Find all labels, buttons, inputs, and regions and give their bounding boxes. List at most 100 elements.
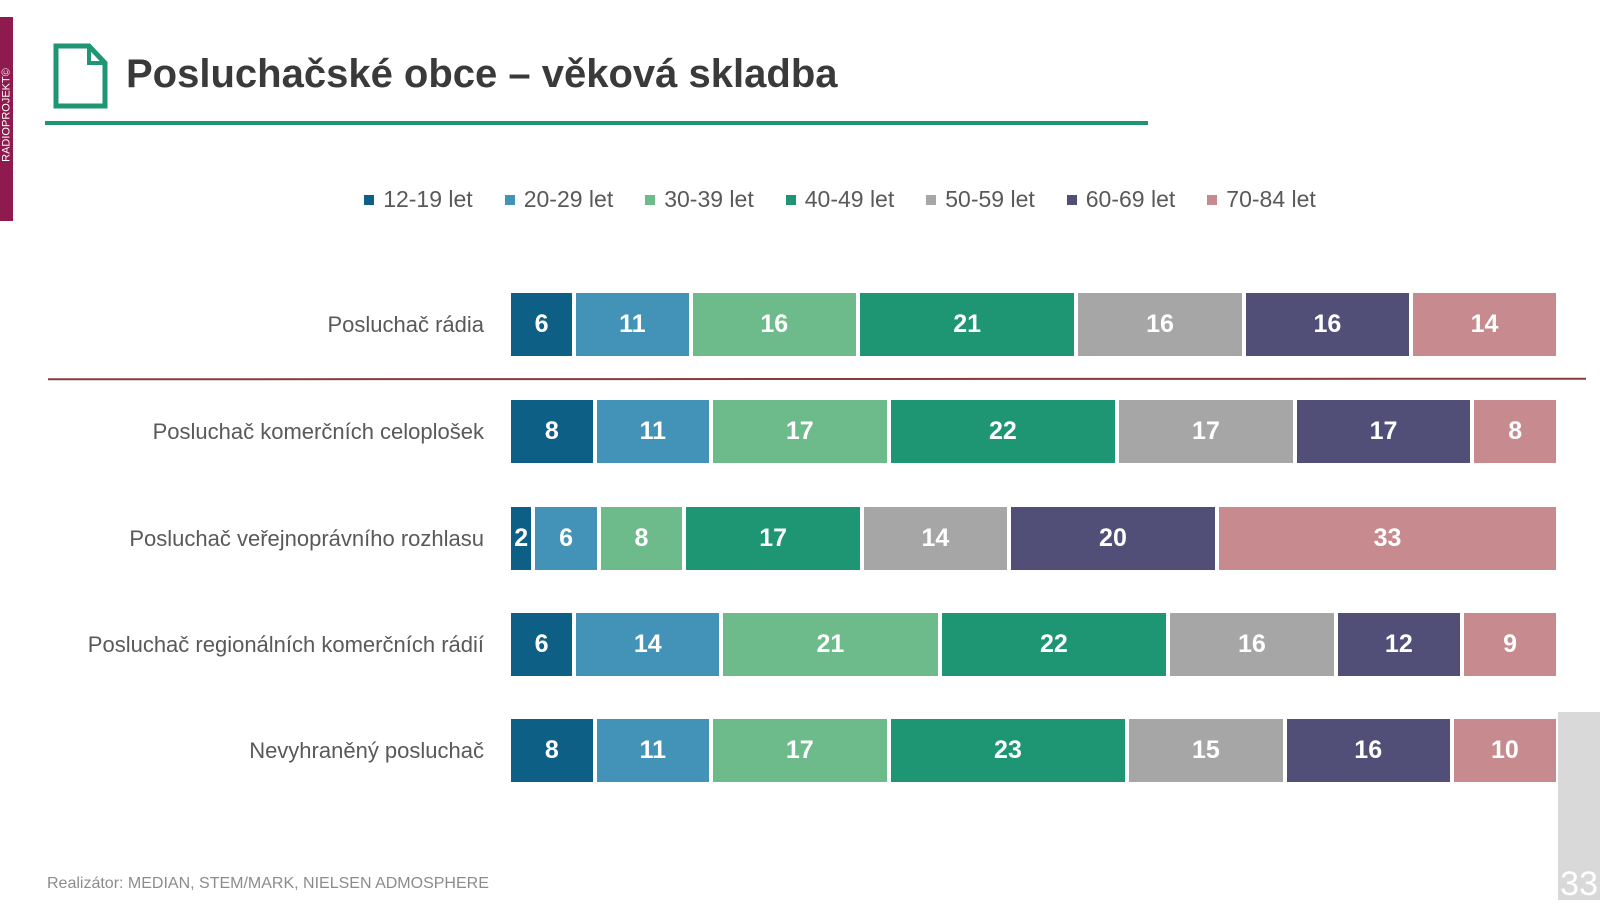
legend-swatch [1207, 194, 1218, 205]
data-label: 17 [785, 417, 814, 445]
data-label: 16 [1354, 736, 1383, 764]
data-label: 17 [1192, 417, 1220, 445]
bar-segment: 17 [1296, 400, 1471, 463]
bar-segment: 8 [511, 719, 593, 782]
legend-swatch [364, 194, 375, 205]
chart-legend: 12-19 let 20-29 let 30-39 let 40-49 let 50-5… [0, 186, 1600, 213]
page-title: Posluchačské obce – věková skladba [126, 52, 838, 96]
legend-item: 20-29 let [504, 186, 614, 213]
legend-label: 40-49 let [804, 186, 895, 212]
bar-segment: 17 [712, 400, 887, 463]
legend-label: 60-69 let [1085, 186, 1176, 212]
data-label: 11 [639, 736, 667, 764]
bar-segment: 12 [1337, 613, 1461, 676]
data-label: 11 [639, 417, 667, 445]
title-underline [45, 121, 1148, 125]
bar-segment: 14 [1413, 293, 1556, 356]
legend-item: 70-84 let [1207, 186, 1316, 213]
data-label: 6 [534, 630, 549, 658]
category-label: Posluchač rádia [327, 312, 484, 337]
data-label: 8 [544, 736, 559, 764]
bar-segment: 8 [600, 507, 683, 570]
data-label: 21 [953, 310, 982, 338]
bar-segment: 16 [1286, 719, 1450, 782]
data-label: 23 [994, 736, 1022, 764]
category-label: Nevyhraněný posluchač [249, 738, 484, 763]
brand-stripe: RADIOPROJEKT© [0, 17, 13, 221]
data-label: 2 [514, 524, 529, 552]
brand-stripe-text: RADIOPROJEKT© [0, 68, 13, 162]
bar-segment: 16 [1170, 613, 1334, 676]
bar-segment: 14 [576, 613, 720, 676]
data-label: 21 [816, 630, 845, 658]
bar-segment: 16 [1245, 293, 1410, 356]
data-label: 11 [619, 310, 646, 338]
bar-segment: 21 [723, 613, 938, 676]
bar-segment: 6 [535, 507, 597, 570]
legend-item: 12-19 let [364, 186, 473, 213]
data-label: 6 [559, 524, 573, 552]
data-label: 17 [1369, 417, 1398, 445]
bar-segment: 6 [511, 613, 573, 676]
data-label: 10 [1491, 736, 1519, 764]
legend-item: 40-49 let [785, 186, 895, 213]
category-label: Posluchač veřejnoprávního rozhlasu [129, 526, 484, 551]
bar-segment: 22 [941, 613, 1167, 676]
bar-segment: 6 [511, 293, 573, 356]
data-label: 12 [1384, 630, 1413, 658]
bar-segment: 17 [1119, 400, 1293, 463]
bar-segment: 11 [576, 293, 689, 356]
bar-segment: 16 [1078, 293, 1242, 356]
data-label: 14 [633, 630, 662, 658]
data-label: 9 [1503, 630, 1517, 658]
data-label: 15 [1192, 736, 1220, 764]
bar-segment: 2 [511, 507, 532, 570]
bar-segment: 8 [511, 400, 593, 463]
data-label: 22 [988, 417, 1017, 445]
bar-segment: 9 [1464, 613, 1556, 676]
data-label: 16 [1237, 630, 1266, 658]
bar-segment: 17 [686, 507, 860, 570]
legend-swatch [645, 194, 656, 205]
legend-label: 12-19 let [383, 186, 473, 212]
legend-label: 70-84 let [1226, 186, 1316, 212]
document-icon [53, 43, 108, 109]
data-label: 17 [785, 736, 814, 764]
footer-source: Realizátor: MEDIAN, STEM/MARK, NIELSEN A… [47, 875, 489, 892]
data-label: 20 [1099, 524, 1127, 552]
bar-segment: 15 [1129, 719, 1283, 782]
bar-segment: 16 [692, 293, 856, 356]
data-label: 17 [759, 524, 788, 552]
separator-line [47, 377, 1587, 381]
category-label: Posluchač komerčních celoplošek [152, 419, 484, 444]
data-label: 22 [1040, 630, 1068, 658]
legend-label: 30-39 let [664, 186, 754, 212]
page-number-strip: 33 [1558, 712, 1600, 903]
bar-segment: 33 [1219, 507, 1556, 570]
bar-segment: 10 [1453, 719, 1556, 782]
bar-segment: 8 [1474, 400, 1556, 463]
data-label: 8 [544, 417, 559, 445]
legend-item: 60-69 let [1066, 186, 1176, 213]
bar-segment: 11 [596, 400, 709, 463]
bar-segment: 21 [859, 293, 1075, 356]
data-label: 16 [760, 310, 789, 338]
legend-swatch [785, 194, 796, 205]
data-label: 14 [921, 524, 950, 552]
legend-item: 50-59 let [926, 186, 1035, 213]
data-label: 16 [1313, 310, 1342, 338]
legend-swatch [926, 194, 937, 205]
bar-segment: 17 [712, 719, 887, 782]
data-label: 14 [1470, 310, 1499, 338]
legend-swatch [1066, 194, 1077, 205]
data-label: 16 [1146, 310, 1174, 338]
bar-segment: 22 [890, 400, 1116, 463]
data-label: 6 [534, 310, 549, 338]
bar-segment: 14 [863, 507, 1007, 570]
bar-segment: 23 [890, 719, 1126, 782]
page-number: 33 [1560, 865, 1598, 903]
bar-segment: 11 [596, 719, 709, 782]
legend-item: 30-39 let [645, 186, 754, 213]
legend-label: 20-29 let [523, 186, 614, 212]
data-label: 33 [1373, 524, 1402, 552]
